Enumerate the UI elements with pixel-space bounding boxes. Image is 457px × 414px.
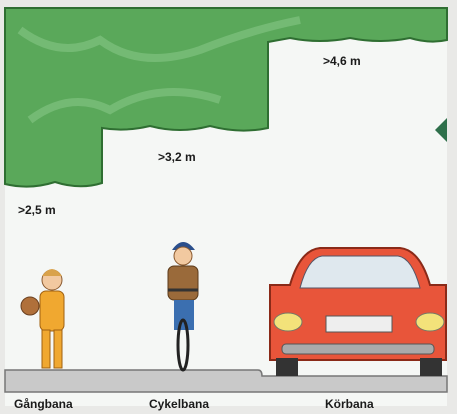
height-label: >4,6 m (323, 54, 361, 68)
height-label: >2,5 m (18, 203, 56, 217)
car (270, 248, 446, 376)
illustration: >2,5 m >3,2 m >4,6 m Gångbana Cykelbana … (0, 0, 457, 414)
lane-label: Körbana (325, 397, 374, 411)
height-label: >3,2 m (158, 150, 196, 164)
page: >2,5 m >3,2 m >4,6 m Gångbana Cykelbana … (0, 0, 457, 414)
lane-label: Gångbana (14, 397, 73, 411)
lane-label: Cykelbana (149, 397, 209, 411)
